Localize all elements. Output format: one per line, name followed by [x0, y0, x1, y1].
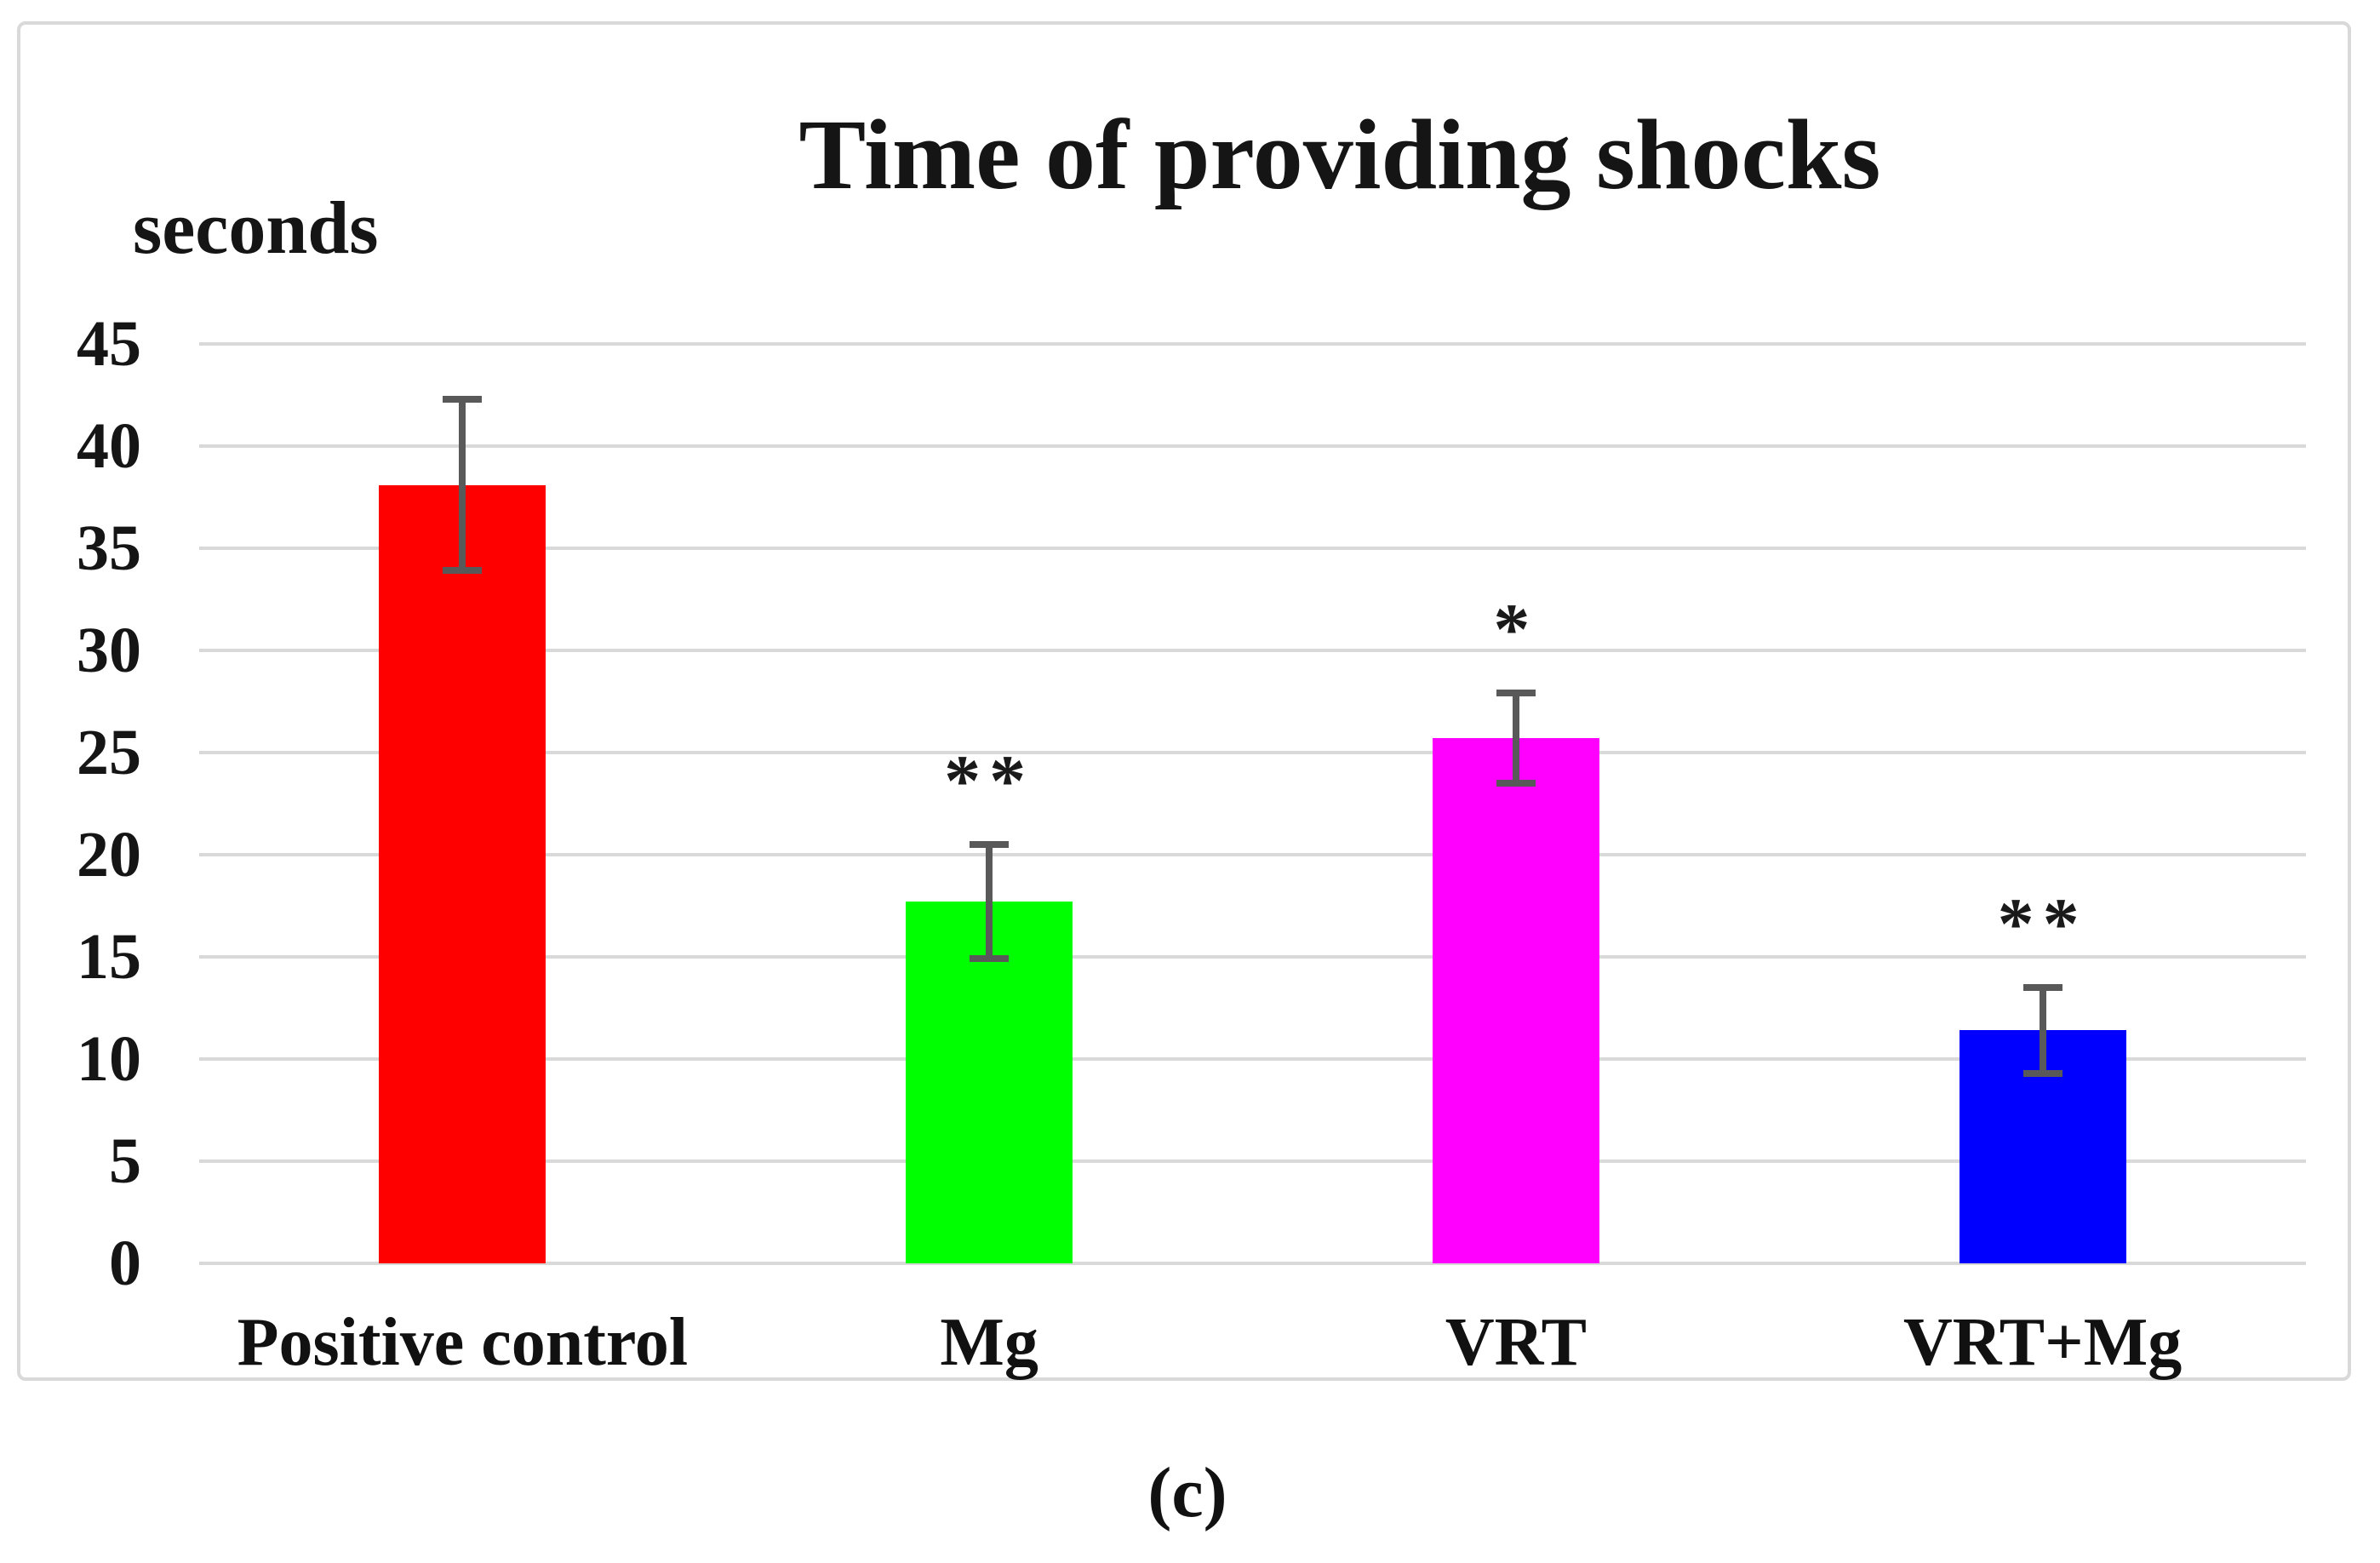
y-tick-label-45: 45	[77, 308, 141, 380]
error-bar-bottom-cap-positive-control	[443, 567, 483, 575]
gridline-5	[199, 1159, 2306, 1163]
gridline-40	[199, 444, 2306, 448]
gridline-0	[199, 1262, 2306, 1265]
y-tick-label-5: 5	[109, 1125, 141, 1197]
error-bar-mg	[986, 844, 993, 959]
y-axis-label: seconds	[133, 187, 379, 270]
gridline-35	[199, 547, 2306, 550]
error-bar-vrt-mg	[2039, 988, 2046, 1073]
error-bar-top-cap-positive-control	[443, 395, 483, 403]
gridline-45	[199, 342, 2306, 346]
plot-area: 45 40 35 30 25 20 15 10 5 0 Positive control ** Mg * V…	[20, 25, 2348, 1380]
bar-vrt	[1432, 738, 1599, 1263]
x-axis-label-mg: Mg	[940, 1305, 1038, 1380]
figure-caption: (c)	[1147, 1453, 1227, 1532]
error-bar-bottom-cap-mg	[970, 955, 1010, 963]
gridline-20	[199, 853, 2306, 856]
chart-title: Time of providing shocks	[798, 99, 1881, 210]
y-tick-label-0: 0	[109, 1228, 141, 1299]
y-tick-label-15: 15	[77, 921, 141, 993]
y-tick-label-30: 30	[77, 615, 141, 686]
significance-label-vrt: *	[1493, 588, 1539, 671]
y-tick-label-20: 20	[77, 819, 141, 890]
y-tick-label-10: 10	[77, 1023, 141, 1095]
error-bar-top-cap-vrt-mg	[2022, 984, 2062, 991]
error-bar-bottom-cap-vrt	[1496, 780, 1536, 787]
significance-label-vrt-mg: **	[1997, 883, 2088, 965]
y-tick-label-35: 35	[77, 512, 141, 584]
gridline-10	[199, 1057, 2306, 1061]
gridline-25	[199, 751, 2306, 754]
significance-label-mg: **	[944, 740, 1035, 822]
chart-figure: Time of providing shocks seconds 45 40 35 3…	[17, 21, 2351, 1381]
x-axis-label-vrt-mg: VRT+Mg	[1903, 1305, 2183, 1380]
x-axis-label-positive-control: Positive control	[237, 1305, 689, 1380]
error-bar-vrt	[1512, 693, 1519, 783]
gridline-30	[199, 649, 2306, 652]
error-bar-positive-control	[459, 398, 466, 571]
error-bar-top-cap-vrt	[1496, 690, 1536, 697]
y-tick-label-25: 25	[77, 717, 141, 788]
error-bar-bottom-cap-vrt-mg	[2022, 1069, 2062, 1077]
bar-positive-control	[379, 484, 546, 1263]
error-bar-top-cap-mg	[970, 841, 1010, 848]
y-tick-label-40: 40	[77, 410, 141, 482]
x-axis-label-vrt: VRT	[1445, 1305, 1587, 1380]
gridline-15	[199, 955, 2306, 959]
